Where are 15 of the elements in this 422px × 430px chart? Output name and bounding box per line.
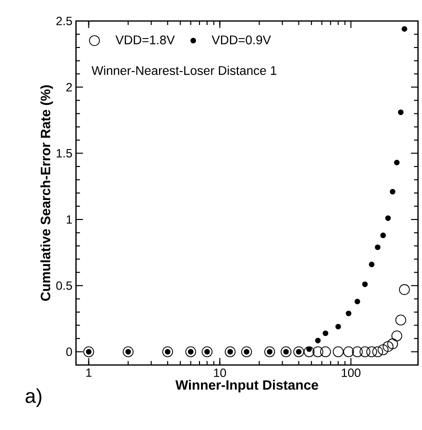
annotation: Winner-Nearest-Loser Distance 1 [92,66,276,75]
y-tick-label: 0 [66,348,72,356]
x-tick-label: 100 [342,368,360,378]
y-axis-title: Cumulative Search-Error Rate (%) [40,85,53,301]
y-tick-label: 1 [66,215,72,224]
y-tick-label: 2.5 [56,16,72,26]
x-axis-title: Winner-Input Distance [175,380,318,392]
y-tick-label: 1.5 [56,149,72,158]
legend-label: VDD=0.9V [212,35,271,44]
y-tick-label: 2 [66,82,72,92]
legend-label: VDD=1.8V [116,35,175,44]
text: a) [26,388,42,407]
x-tick-label: 1 [86,368,92,377]
x-tick-label: 10 [214,368,226,378]
y-tick-label: 0.5 [56,281,72,290]
